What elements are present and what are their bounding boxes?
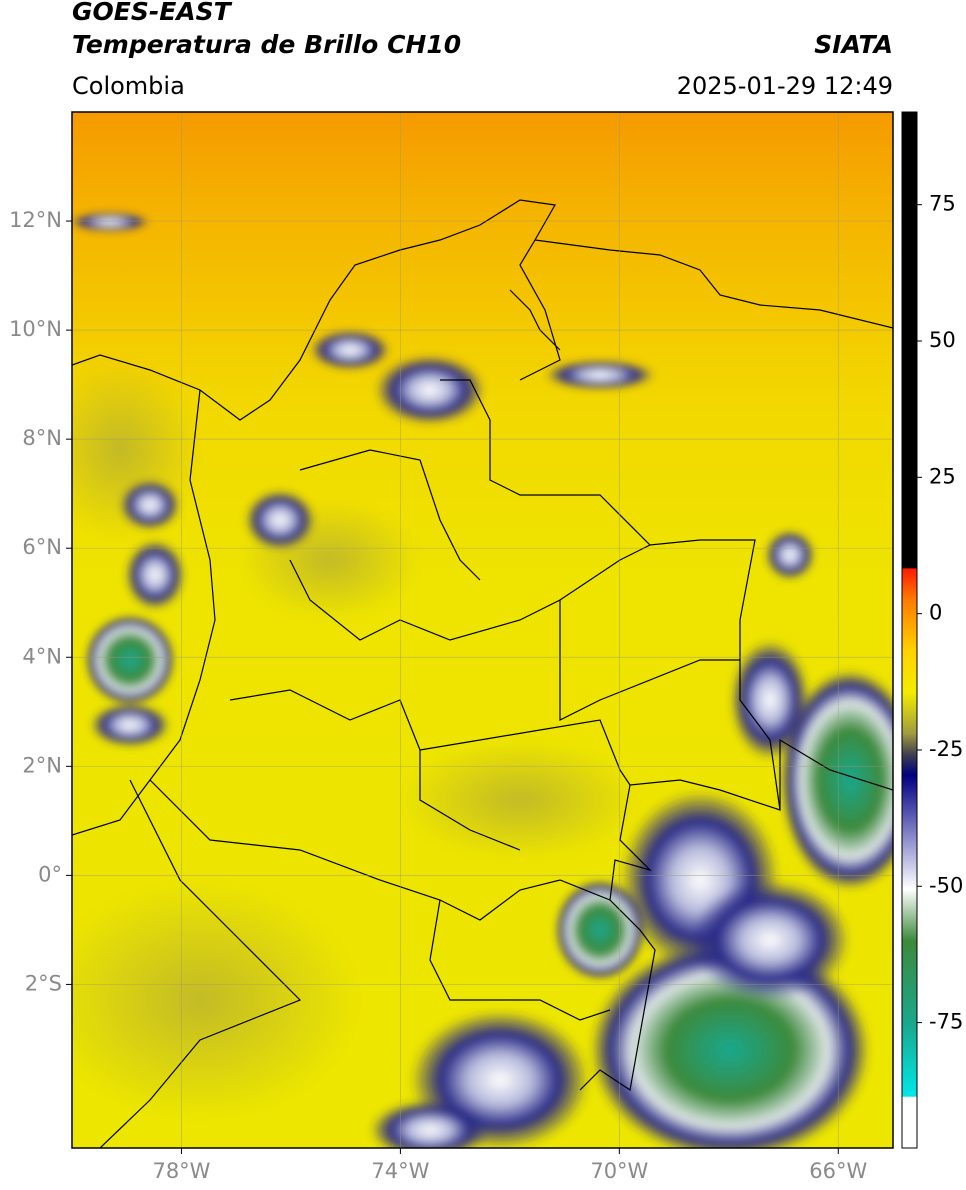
y-tick-label: 6°N	[22, 535, 62, 559]
y-tick-label: 0°	[38, 862, 62, 886]
colorbar-tick-label: 75	[929, 192, 956, 216]
graticule	[72, 112, 893, 1148]
satellite-image	[72, 112, 893, 1148]
source: SIATA	[814, 30, 893, 59]
colorbar-tick-label: -25	[929, 737, 963, 761]
map-frame	[71, 111, 894, 1149]
title: GOES-EAST	[72, 0, 233, 26]
colorbar-tick-label: 50	[929, 328, 956, 352]
x-tick-label: 70°W	[590, 1159, 648, 1183]
y-tick-label: 2°S	[25, 971, 62, 995]
datetime: 2025-01-29 12:49	[677, 72, 893, 100]
y-tick-label: 2°N	[22, 753, 62, 777]
x-tick-label: 74°W	[371, 1159, 429, 1183]
x-tick-label: 78°W	[152, 1159, 210, 1183]
y-tick-label: 12°N	[9, 208, 62, 232]
y-tick-label: 10°N	[9, 317, 62, 341]
colorbar	[901, 111, 918, 1149]
colorbar-tick-label: 0	[929, 601, 942, 625]
colorbar-tick-label: -75	[929, 1010, 963, 1034]
colorbar-tick-label: -50	[929, 873, 963, 897]
borders	[72, 199, 893, 1148]
region: Colombia	[72, 72, 185, 100]
x-tick-label: 66°W	[809, 1159, 867, 1183]
y-tick-label: 4°N	[22, 644, 62, 668]
colorbar-tick-label: 25	[929, 464, 956, 488]
subtitle: Temperatura de Brillo CH10	[72, 30, 461, 59]
y-tick-label: 8°N	[22, 426, 62, 450]
